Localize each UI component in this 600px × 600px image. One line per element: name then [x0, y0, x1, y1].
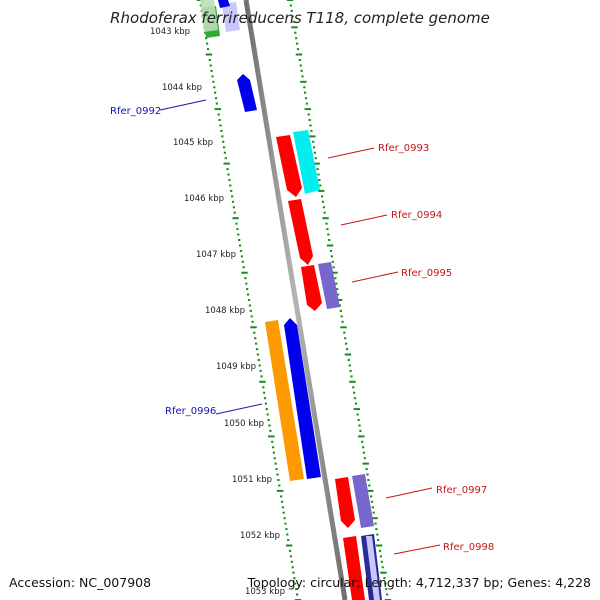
gene-arrow-blue-top[interactable] [218, 0, 230, 8]
tick-label: 1051 kbp [232, 475, 272, 485]
gene-label-rfer-0995[interactable]: Rfer_0995 [401, 268, 452, 279]
accession-label: Accession: NC_007908 [9, 575, 151, 590]
tick-label: 1052 kbp [240, 531, 280, 541]
gene-arrow-rfer-0997-red[interactable] [335, 477, 355, 528]
tick-label: 1048 kbp [205, 306, 245, 316]
gene-arrow-rfer-0992[interactable] [237, 74, 257, 112]
gene-arrow-rfer-0993-red[interactable] [276, 135, 302, 197]
gene-label-rfer-0996[interactable]: Rfer_0996 [165, 406, 216, 417]
gene-arrow-rfer-0998-red[interactable] [343, 536, 365, 600]
gene-label-rfer-0994[interactable]: Rfer_0994 [391, 210, 442, 221]
tick-label: 1047 kbp [196, 250, 236, 260]
gene-arrow-rfer-0996-orange[interactable] [265, 320, 304, 481]
gene-arrow-rfer-0997-purple[interactable] [352, 474, 374, 528]
tick-label: 1045 kbp [173, 138, 213, 148]
gene-label-rfer-0998[interactable]: Rfer_0998 [443, 542, 494, 553]
gene-label-rfer-0992[interactable]: Rfer_0992 [110, 106, 161, 117]
gene-arrow-rfer-0998-light[interactable] [366, 536, 380, 600]
tick-label: 1050 kbp [224, 419, 264, 429]
tick-label: 1049 kbp [216, 362, 256, 372]
tick-labels: 1043 kbp 1044 kbp 1045 kbp 1046 kbp 1047… [150, 27, 285, 597]
leader-line-rfer-0992 [159, 99, 207, 111]
gene-arrow-rfer-0995-red[interactable] [301, 265, 322, 311]
gene-arrow-rfer-0994[interactable] [288, 199, 313, 265]
gene-arrow-rfer-0995-purple[interactable] [318, 262, 340, 309]
topology-label: Topology: circular; Length: 4,712,337 bp… [247, 575, 591, 590]
leader-line-rfer-0993 [327, 147, 375, 159]
tick-label: 1053 kbp [245, 587, 285, 597]
gene-arrow-rfer-0996-blue[interactable] [284, 318, 321, 479]
right-axis [286, 0, 392, 600]
map-title: Rhodoferax ferrireducens T118, complete … [110, 9, 490, 27]
leader-line-rfer-0997 [385, 487, 433, 499]
tick-label: 1043 kbp [150, 27, 190, 37]
gene-arrow-light-blue[interactable] [222, 2, 240, 32]
tick-label: 1044 kbp [162, 83, 202, 93]
leader-line-rfer-0996 [215, 403, 263, 415]
gene-label-rfer-0993[interactable]: Rfer_0993 [378, 143, 429, 154]
tick-label: 1046 kbp [184, 194, 224, 204]
leader-line-rfer-0998 [393, 544, 441, 555]
gene-label-rfer-0997[interactable]: Rfer_0997 [436, 485, 487, 496]
gene-arrow-light-green[interactable] [200, 0, 218, 32]
chromosome-backbone [243, 0, 348, 600]
left-axis [196, 0, 302, 600]
leader-line-rfer-0994 [340, 214, 388, 226]
gene-arrow-rfer-0993-cyan[interactable] [293, 130, 320, 194]
leader-line-rfer-0995 [351, 271, 399, 283]
